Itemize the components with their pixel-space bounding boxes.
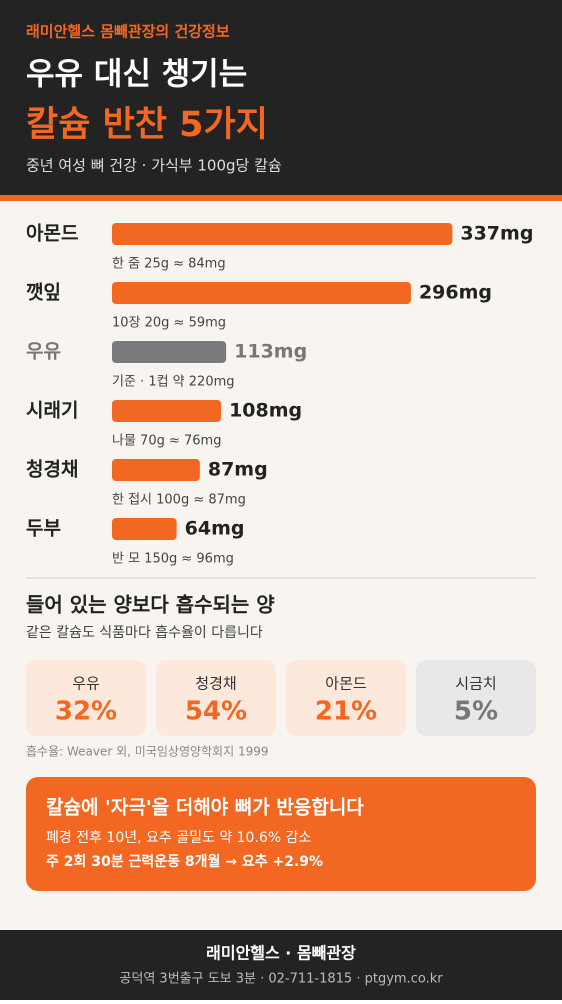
card-label: 우유 [72, 675, 100, 693]
callout-text: 주 2회 30분 근력운동 8개월 → 요추 +2.9% [46, 853, 323, 870]
bar [112, 223, 453, 245]
card-value: 54% [185, 697, 247, 727]
card-label: 청경채 [195, 675, 236, 693]
bar [112, 518, 177, 540]
callout-text: 폐경 전후 10년, 요추 골밀도 약 10.6% 감소 [46, 830, 311, 846]
subtitle: 중년 여성 뼈 건강 · 가식부 100g당 칼슘 [26, 157, 282, 175]
footer-bg [0, 930, 562, 1000]
header-bg [0, 0, 562, 195]
bar [112, 341, 227, 363]
callout-title: 칼슘에 '자극'을 더해야 뼈가 반응합니다 [46, 797, 364, 819]
bar [112, 459, 200, 481]
card-label: 아몬드 [325, 675, 367, 693]
cards: 우유 32% 청경채 54% 아몬드 21% 시금치 5% [26, 660, 536, 736]
card [156, 660, 276, 736]
card-value: 32% [55, 697, 117, 727]
card [416, 660, 536, 736]
callout-box [26, 777, 536, 891]
value-label: 296mg [419, 282, 492, 304]
category-label: 아몬드 [26, 223, 78, 245]
bar-chart: 아몬드 337mg 한 줌 25g ≈ 84mg 깻잎 296mg 10장 20g ≈ 5… [26, 223, 533, 567]
category-label: 깻잎 [26, 282, 61, 304]
value-label: 87mg [208, 459, 268, 481]
header-stripe [0, 195, 562, 201]
card [286, 660, 406, 736]
value-label: 64mg [185, 518, 245, 540]
bar [112, 282, 411, 304]
source: 흡수율: Weaver 외, 미국임상영양학회지 1999 [26, 745, 269, 759]
section-title: 들어 있는 양보다 흡수되는 양 [26, 593, 275, 617]
bar-note: 나물 70g ≈ 76mg [112, 434, 221, 449]
kicker: 래미안헬스 몸빼관장의 건강정보 [26, 23, 230, 41]
category-label: 청경채 [26, 459, 78, 481]
bar-note: 반 모 150g ≈ 96mg [112, 552, 234, 567]
value-label: 108mg [229, 400, 302, 422]
category-label: 두부 [26, 518, 61, 540]
card-label: 시금치 [455, 675, 496, 693]
value-label: 113mg [234, 341, 307, 363]
value-label: 337mg [460, 223, 533, 245]
card-value: 5% [454, 697, 498, 727]
category-label: 우유 [26, 341, 61, 363]
card-value: 21% [315, 697, 377, 727]
category-label: 시래기 [26, 400, 78, 422]
title: 우유 대신 챙기는 [26, 57, 247, 93]
bar-note: 한 접시 100g ≈ 87mg [112, 493, 246, 508]
bar-note: 한 줌 25g ≈ 84mg [112, 257, 226, 272]
card [26, 660, 146, 736]
bar-note: 10장 20g ≈ 59mg [112, 316, 226, 331]
footer-info: 공덕역 3번출구 도보 3분 · 02-711-1815 · ptgym.co.… [119, 972, 443, 987]
section-subtitle: 같은 칼슘도 식품마다 흡수율이 다릅니다 [26, 625, 263, 641]
bar-note: 기준 · 1컵 약 220mg [112, 375, 235, 390]
bar [112, 400, 222, 422]
title: 칼슘 반찬 5가지 [26, 105, 268, 145]
footer-name: 래미안헬스 · 몸빼관장 [206, 944, 356, 963]
